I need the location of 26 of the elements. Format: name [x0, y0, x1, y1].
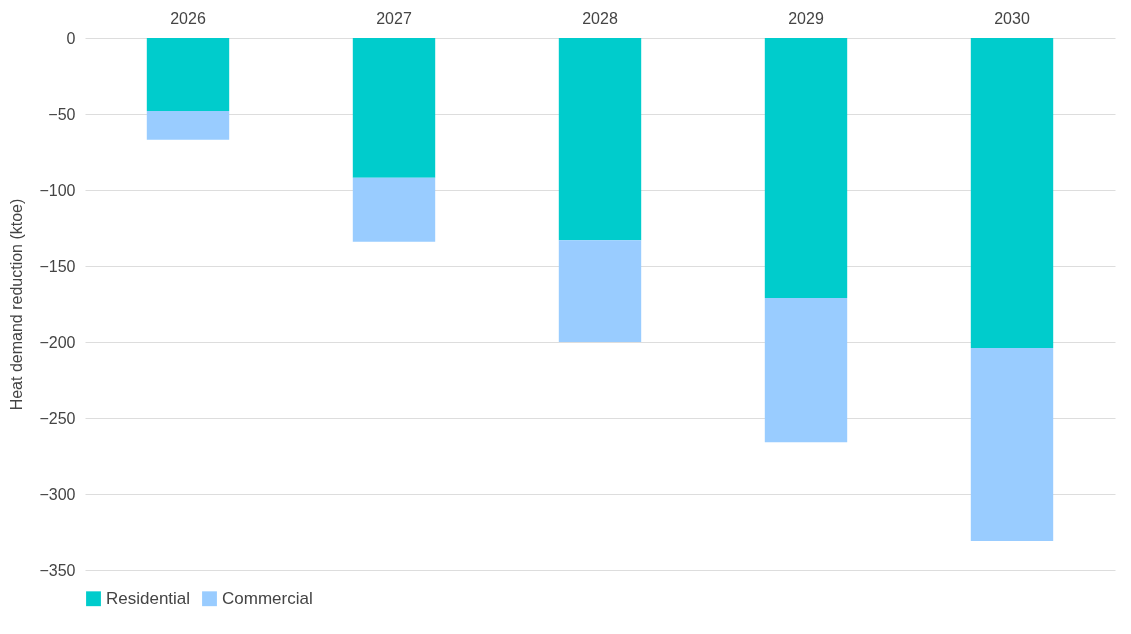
y-tick-label: −250: [39, 409, 76, 427]
bar: [352, 177, 436, 242]
y-tick-label: −150: [39, 257, 76, 275]
bar: [970, 38, 1054, 349]
bar: [146, 38, 230, 111]
y-axis-title: Heat demand reduction (ktoe): [8, 198, 26, 411]
bar: [764, 297, 848, 443]
x-tick-label: 2029: [788, 9, 824, 27]
bar: [764, 38, 848, 298]
legend-label: Commercial: [222, 588, 313, 608]
legend-label: Residential: [106, 588, 191, 608]
x-tick-label: 2026: [170, 9, 206, 27]
bar: [558, 38, 642, 241]
y-tick-label: −350: [39, 561, 76, 579]
x-tick-label: 2028: [582, 9, 618, 27]
x-tick-label: 2030: [994, 9, 1030, 27]
bar: [558, 240, 642, 342]
bar: [970, 348, 1054, 542]
bar: [146, 110, 230, 140]
y-tick-label: −50: [48, 105, 76, 123]
y-tick-label: −100: [39, 181, 76, 199]
x-tick-label: 2027: [376, 9, 412, 27]
y-tick-label: −300: [39, 485, 76, 503]
bar: [352, 38, 436, 178]
y-tick-label: 0: [66, 29, 76, 47]
y-tick-label: −200: [39, 333, 76, 351]
